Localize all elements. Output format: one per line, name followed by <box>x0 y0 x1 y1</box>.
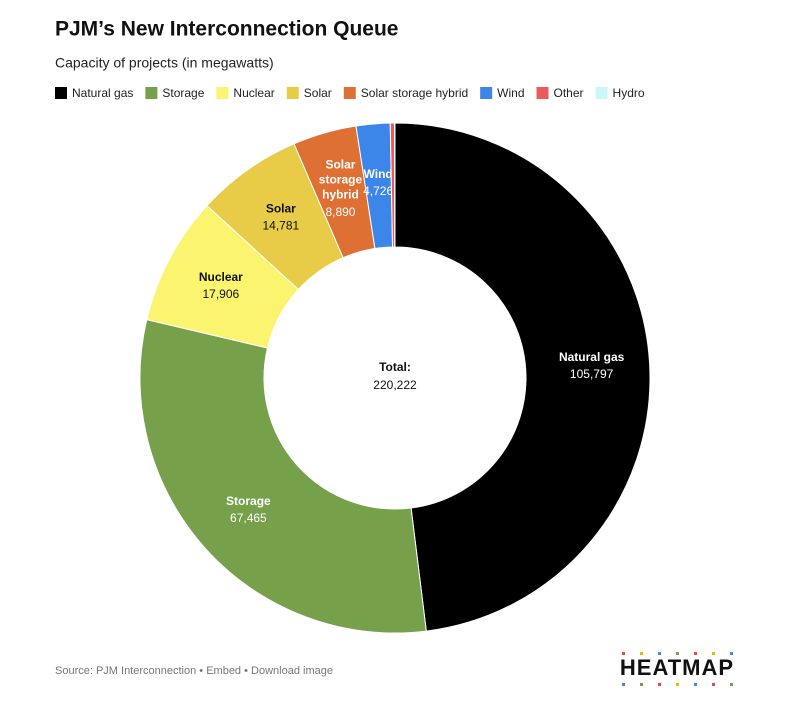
legend-label: Wind <box>497 86 524 100</box>
slice-value: 14,781 <box>262 219 299 233</box>
slice-value: 67,465 <box>230 511 267 525</box>
slice-value: 105,797 <box>570 367 614 381</box>
slice-label: Natural gas <box>559 350 625 364</box>
legend-swatch <box>287 87 299 99</box>
legend-label: Solar <box>304 86 332 100</box>
source-note: Source: PJM Interconnection • Embed • Do… <box>55 665 333 677</box>
chart-subtitle: Capacity of projects (in megawatts) <box>55 55 274 71</box>
slice-label: Solar <box>266 202 296 216</box>
brand-name: HEATMAP <box>620 655 734 680</box>
slice-value: 17,906 <box>202 287 239 301</box>
legend-label: Hydro <box>613 86 645 100</box>
slice-label: Storage <box>226 494 271 508</box>
slice-label: Wind <box>364 167 393 181</box>
legend-swatch <box>596 87 608 99</box>
slice-label: Nuclear <box>199 270 243 284</box>
legend-swatch <box>537 87 549 99</box>
legend-swatch <box>344 87 356 99</box>
legend-label: Storage <box>162 86 204 100</box>
legend-swatch <box>55 87 67 99</box>
legend-label: Solar storage hybrid <box>361 86 468 100</box>
legend-swatch <box>216 87 228 99</box>
slice-value: 4,726 <box>363 184 393 198</box>
legend-swatch <box>480 87 492 99</box>
legend-label: Natural gas <box>72 86 133 100</box>
legend-swatch <box>145 87 157 99</box>
slice-value: 8,890 <box>325 205 355 219</box>
legend-label: Nuclear <box>233 86 274 100</box>
legend-label: Other <box>554 86 584 100</box>
chart-title: PJM’s New Interconnection Queue <box>55 18 398 41</box>
total-value: 220,222 <box>373 378 417 392</box>
total-title: Total: <box>379 360 411 374</box>
